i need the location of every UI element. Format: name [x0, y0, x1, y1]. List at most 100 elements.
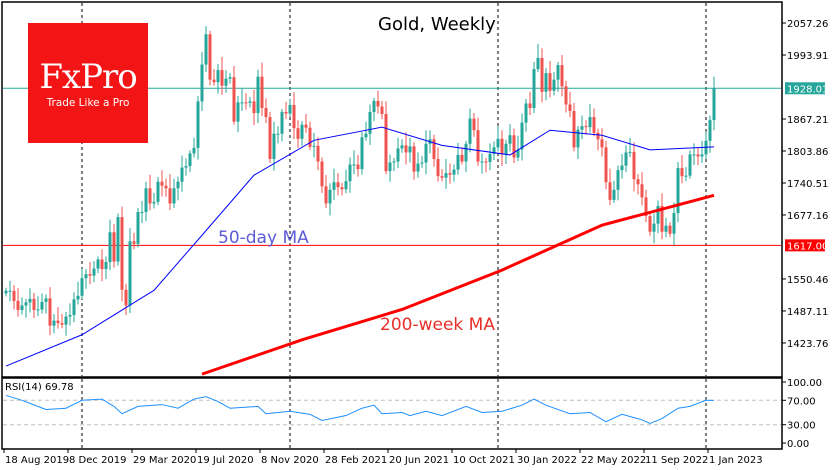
- candle-body: [500, 138, 504, 155]
- candle-body: [8, 290, 12, 292]
- candle-body: [468, 118, 472, 144]
- candle-body: [552, 79, 556, 91]
- x-tick-label: 20 Jun 2021: [389, 455, 449, 466]
- candle-body: [548, 73, 552, 91]
- y-tick-label: 1423.76: [787, 339, 828, 350]
- candle-body: [292, 104, 296, 129]
- candle-body: [244, 102, 248, 104]
- candle-body: [272, 133, 276, 159]
- rsi-y-tick-label: 70.00: [787, 396, 816, 407]
- candle-body: [12, 290, 16, 301]
- candle-body: [124, 289, 128, 306]
- candle-body: [76, 295, 80, 300]
- candle-body: [508, 135, 512, 144]
- candle-body: [356, 164, 360, 170]
- candle-body: [532, 69, 536, 108]
- candle-body: [564, 86, 568, 105]
- candle-body: [68, 315, 72, 317]
- candle-body: [256, 76, 260, 114]
- candle-body: [692, 154, 696, 156]
- candle-body: [488, 153, 492, 163]
- candle-body: [296, 128, 300, 139]
- rsi-line: [5, 394, 715, 425]
- candle-body: [232, 77, 236, 122]
- candle-body: [536, 57, 540, 70]
- candle-body: [320, 161, 324, 187]
- candle-body: [612, 189, 616, 200]
- candle-body: [168, 188, 172, 204]
- x-tick-label: 29 Mar 2020: [133, 455, 196, 466]
- candle-body: [632, 151, 636, 180]
- candle-body: [264, 107, 268, 118]
- candle-body: [512, 135, 516, 158]
- rsi-panel-frame: [1, 377, 783, 450]
- candle-body: [604, 147, 608, 183]
- candle-body: [496, 138, 500, 148]
- candle-body: [400, 145, 404, 149]
- candle-body: [384, 114, 388, 172]
- candle-body: [176, 181, 180, 189]
- candle-body: [260, 76, 264, 108]
- candle-body: [584, 126, 588, 128]
- candle-body: [444, 173, 448, 178]
- candle-body: [624, 152, 628, 166]
- candle-body: [80, 278, 84, 296]
- candle-body: [348, 164, 352, 182]
- candle-body: [712, 88, 716, 121]
- candle-body: [288, 104, 292, 114]
- rsi-label: RSI(14) 69.78: [5, 382, 74, 393]
- candle-body: [688, 154, 692, 176]
- candle-body: [492, 147, 496, 154]
- candle-body: [644, 197, 648, 217]
- candle-body: [188, 153, 192, 167]
- candle-body: [640, 184, 644, 198]
- main-panel-frame: [1, 1, 783, 378]
- candle-body: [416, 163, 420, 172]
- candle-body: [676, 168, 680, 214]
- candle-body: [100, 259, 104, 270]
- candle-body: [668, 225, 672, 234]
- candle-body: [104, 262, 108, 270]
- rsi-y-tick-label: 0.00: [787, 439, 809, 450]
- candle-body: [116, 217, 120, 262]
- x-tick-label: 18 Aug 2019: [5, 455, 69, 466]
- candle-body: [224, 78, 228, 86]
- candle-body: [696, 154, 700, 157]
- candle-body: [440, 176, 444, 178]
- candle-body: [448, 173, 452, 175]
- candle-body: [112, 232, 116, 262]
- candle-body: [324, 186, 328, 204]
- candle-body: [628, 151, 632, 153]
- candle-body: [708, 120, 712, 141]
- candle-body: [452, 169, 456, 175]
- candle-body: [304, 124, 308, 128]
- candle-body: [184, 166, 188, 168]
- candle-body: [84, 274, 88, 279]
- candle-body: [92, 268, 96, 276]
- level-price-label: 1928.01: [787, 84, 828, 95]
- candle-body: [216, 70, 220, 83]
- candle-body: [240, 102, 244, 104]
- candle-body: [408, 146, 412, 153]
- candle-body: [284, 112, 288, 114]
- candle-body: [164, 185, 168, 189]
- candle-body: [28, 298, 32, 303]
- x-tick-label: 10 Oct 2021: [453, 455, 515, 466]
- y-tick-label: 1677.16: [787, 211, 828, 222]
- candle-body: [152, 201, 156, 204]
- candle-body: [172, 188, 176, 204]
- candle-body: [460, 154, 464, 162]
- candle-body: [16, 300, 20, 310]
- candle-body: [476, 130, 480, 162]
- candle-body: [52, 320, 56, 326]
- candle-body: [64, 316, 68, 325]
- candle-body: [524, 103, 528, 123]
- candle-body: [36, 309, 40, 311]
- ma50-label: 50-day MA: [218, 228, 309, 248]
- y-tick-label: 1803.86: [787, 147, 828, 158]
- candle-body: [344, 181, 348, 190]
- y-tick-label: 1867.21: [787, 115, 828, 126]
- candle-body: [576, 129, 580, 148]
- candle-body: [580, 126, 584, 130]
